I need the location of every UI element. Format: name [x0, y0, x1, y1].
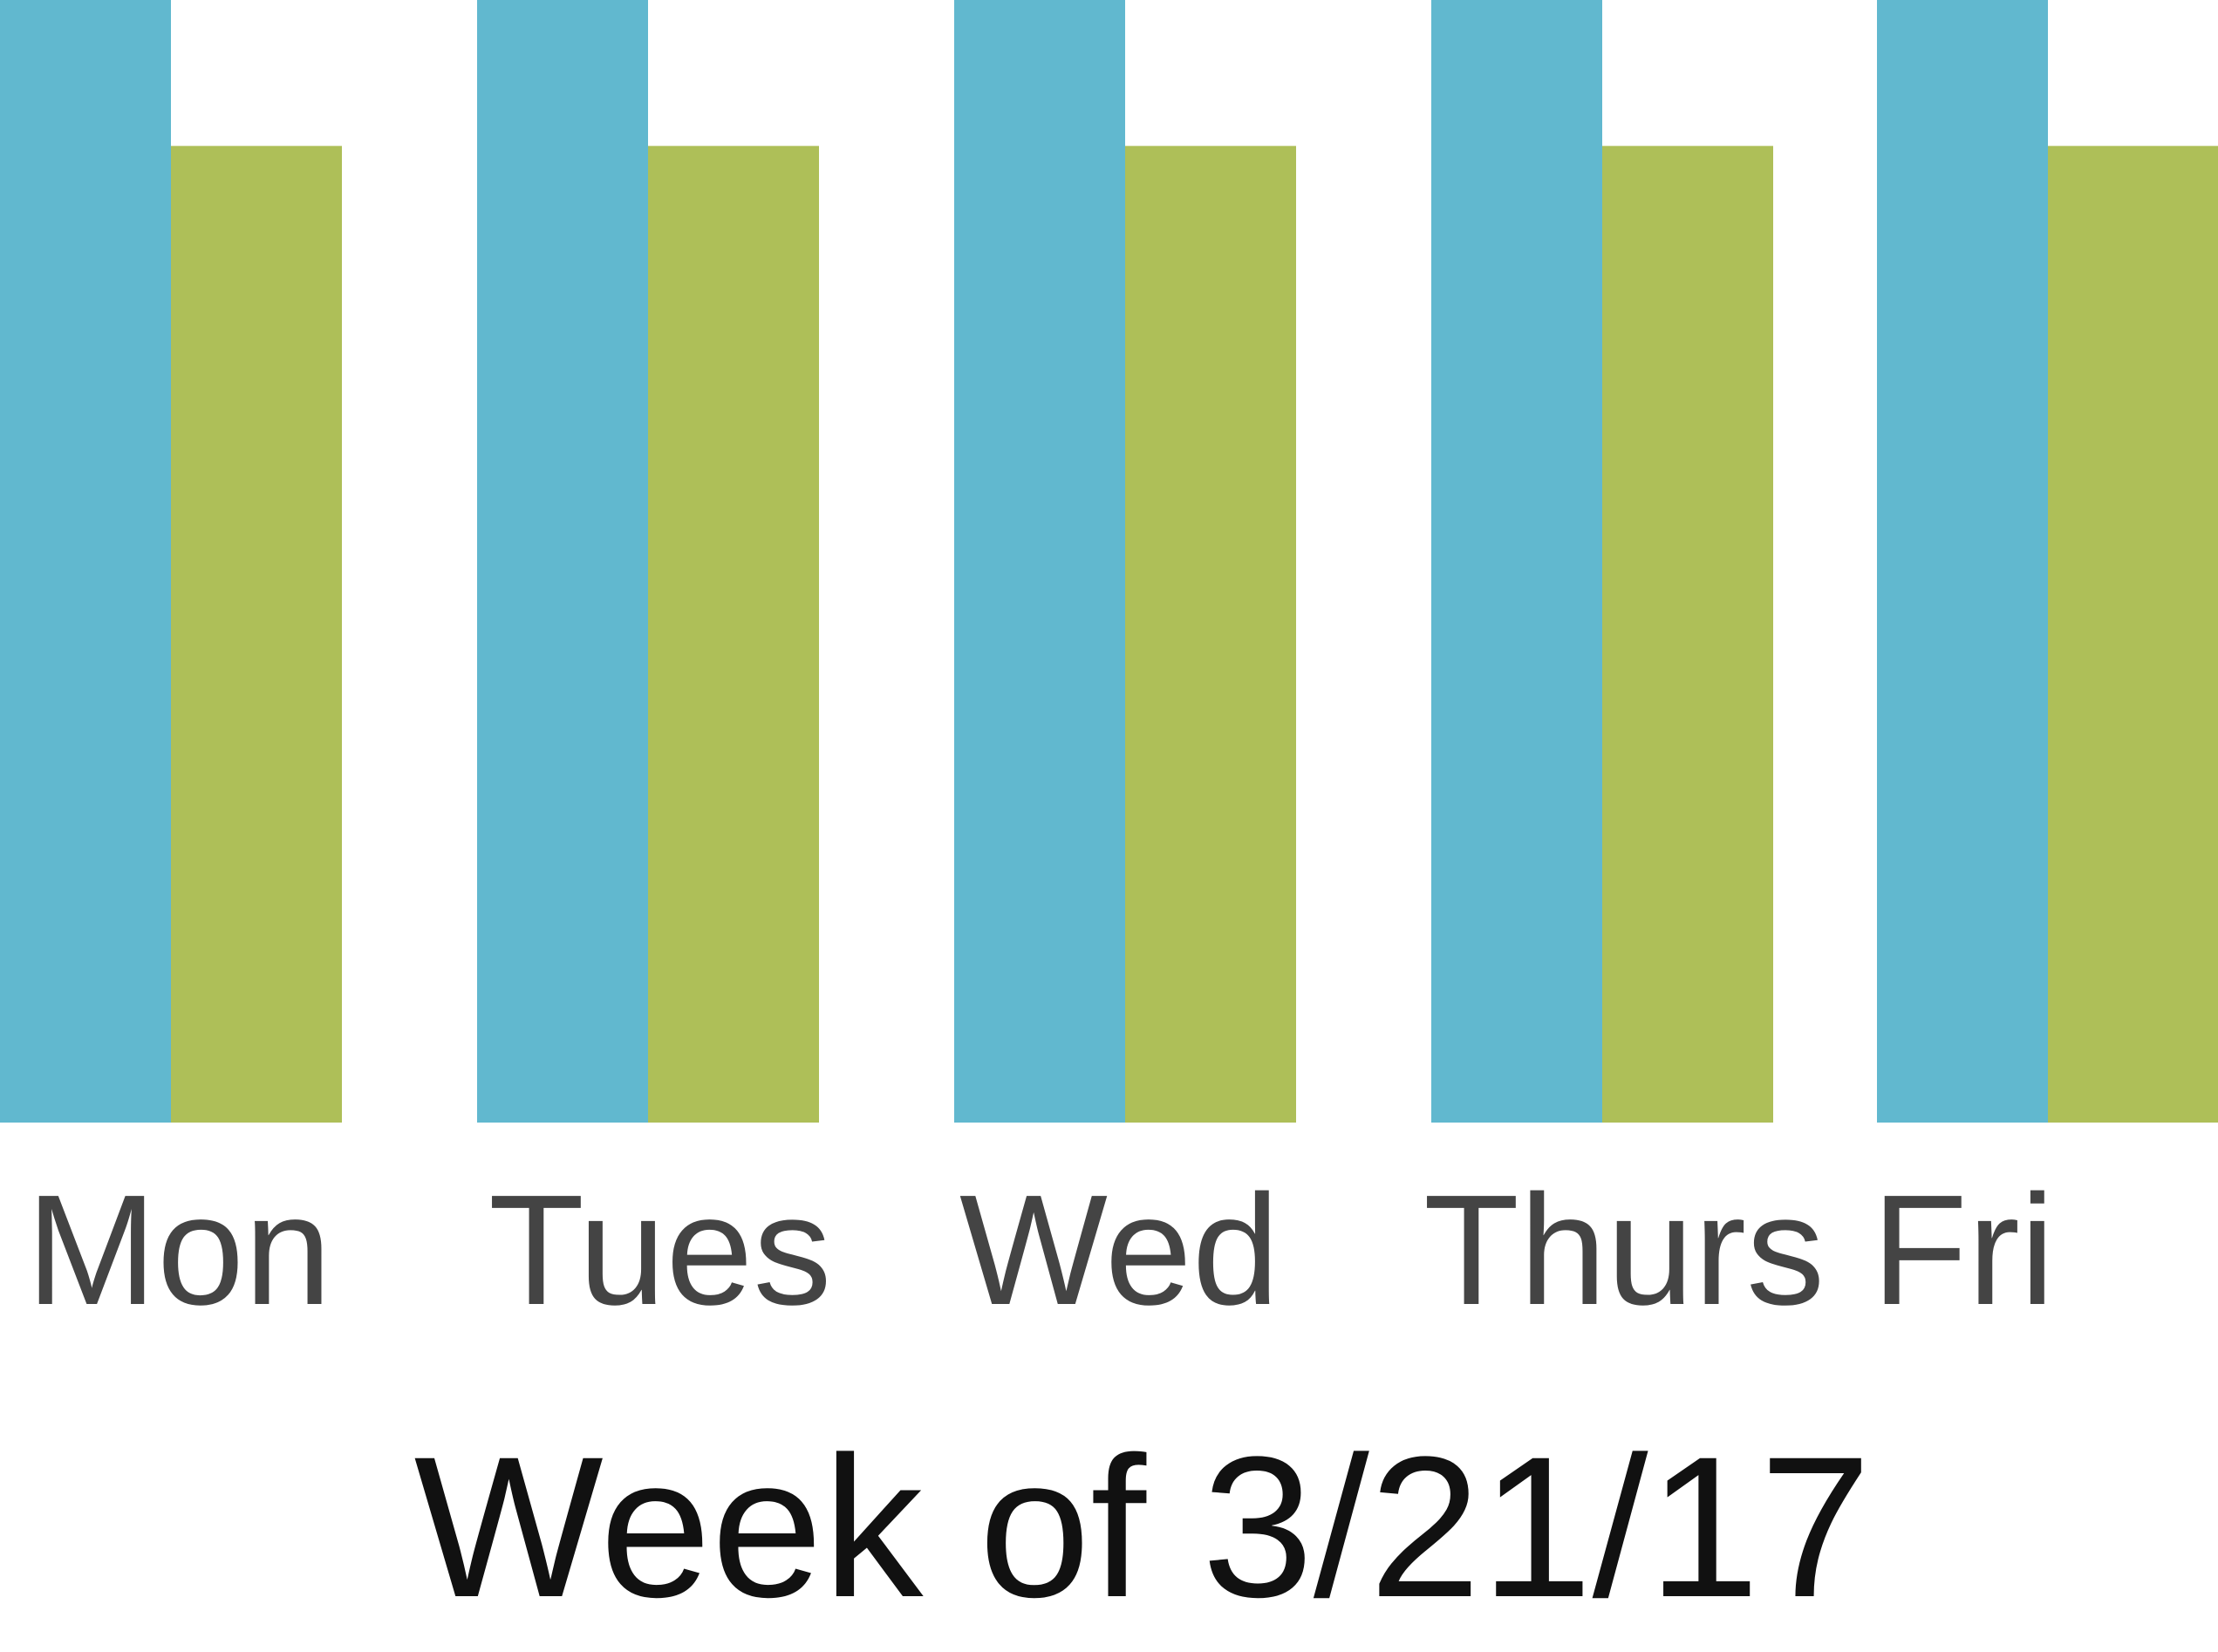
category-labels: Mon Tues Wed Thurs Fri [26, 1163, 2055, 1338]
bars-group [0, 0, 2218, 1123]
bar-mon-series-2 [171, 146, 342, 1123]
bar-tues-series-2 [648, 146, 819, 1123]
category-label-fri: Fri [1872, 1163, 2055, 1338]
bar-thurs-series-2 [1602, 146, 1773, 1123]
category-label-mon: Mon [26, 1163, 331, 1338]
bar-fri-series-2 [2048, 146, 2218, 1123]
bar-wed-series-2 [1125, 146, 1296, 1123]
category-label-thurs: Thurs [1423, 1163, 1825, 1338]
bar-wed-series-1 [954, 0, 1125, 1123]
bar-tues-series-1 [477, 0, 648, 1123]
bar-fri-series-1 [1877, 0, 2048, 1123]
bar-mon-series-1 [0, 0, 171, 1123]
category-label-wed: Wed [959, 1163, 1280, 1338]
bar-thurs-series-1 [1431, 0, 1602, 1123]
category-label-tues: Tues [488, 1163, 832, 1338]
x-axis-title: Week of 3/21/17 [414, 1415, 1872, 1639]
